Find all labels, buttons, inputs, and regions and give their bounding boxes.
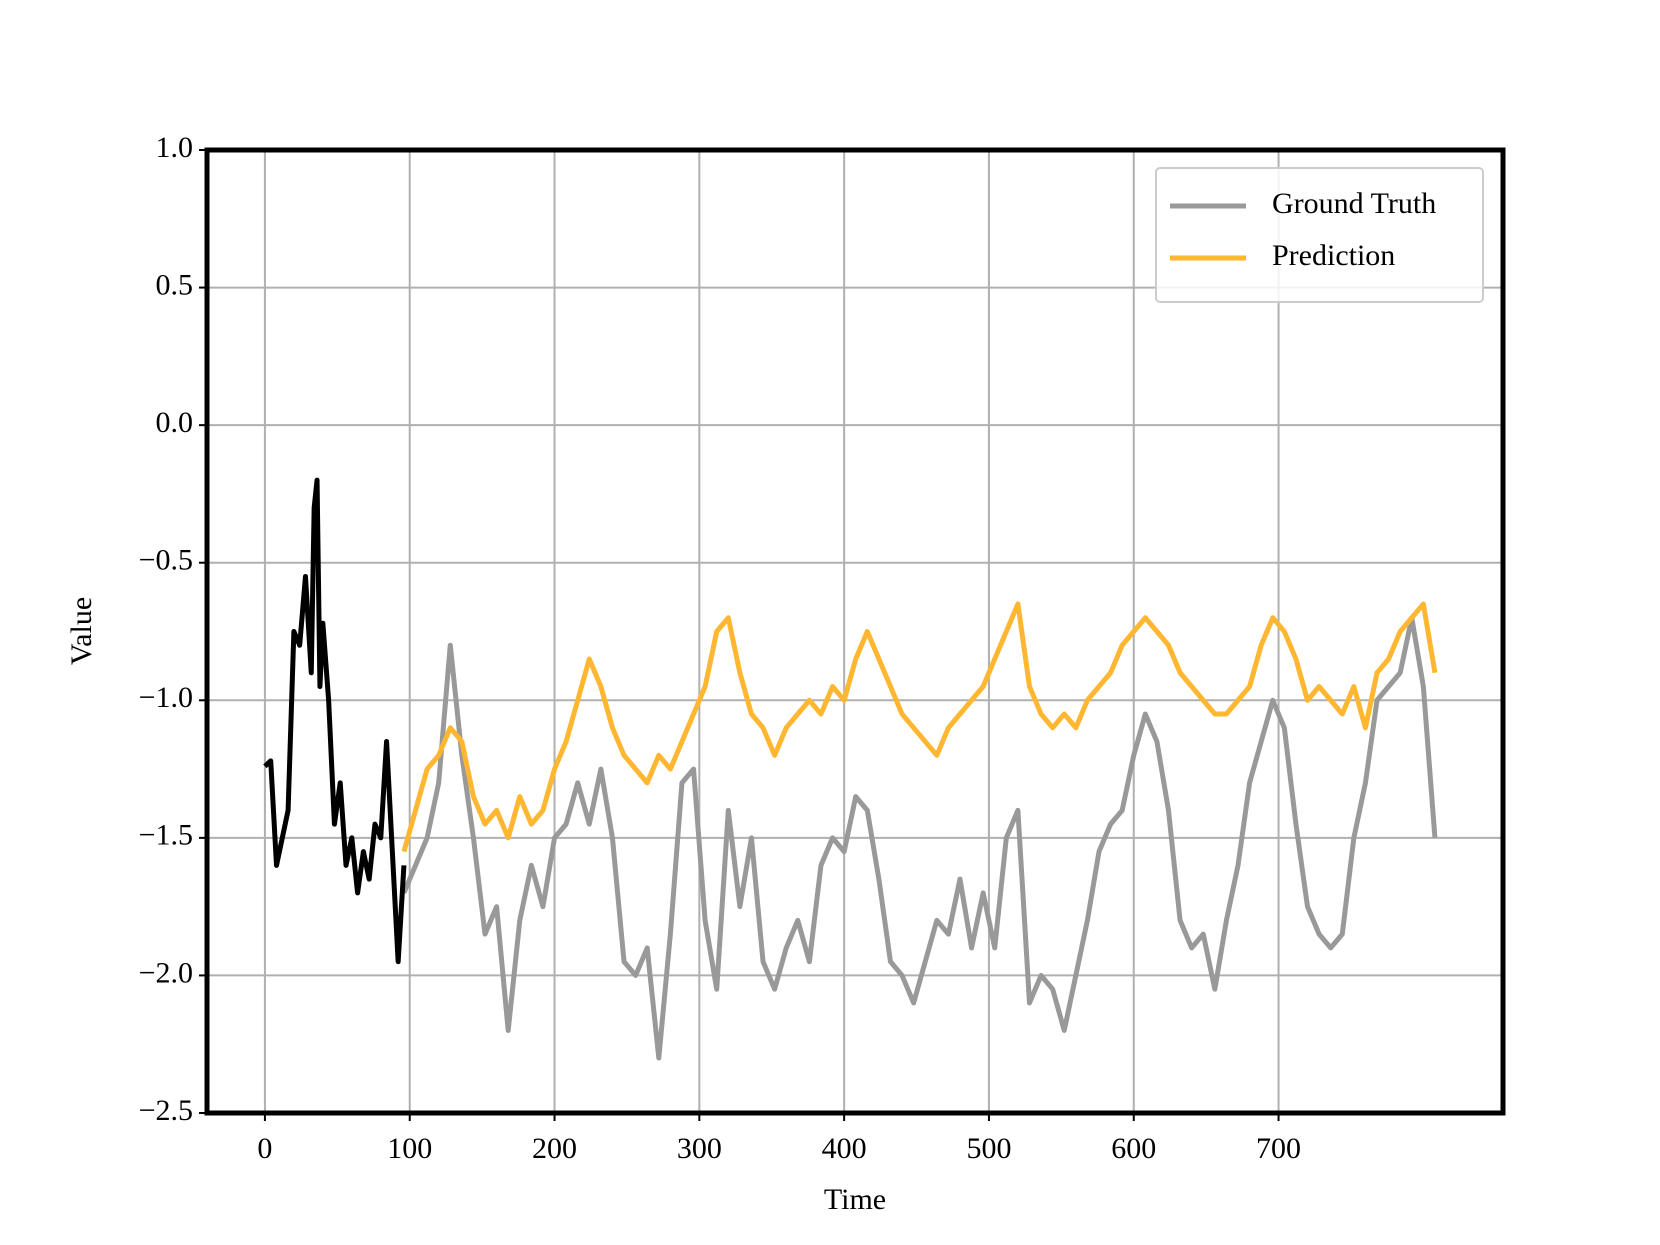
x-tick-label: 300 [677, 1132, 722, 1165]
y-tick-label: −0.5 [139, 544, 193, 577]
x-tick-label: 700 [1256, 1132, 1301, 1165]
plot-frame [204, 147, 1506, 1116]
x-tick-label: 0 [257, 1132, 272, 1165]
y-tick-label: −1.5 [139, 819, 193, 852]
legend-box [1155, 167, 1484, 303]
x-tick-label: 600 [1111, 1132, 1156, 1165]
series-line [401, 601, 1438, 853]
legend-label: Prediction [1272, 239, 1395, 272]
y-tick-label: 0.5 [156, 268, 194, 301]
x-axis-label: Time [824, 1183, 886, 1216]
x-tick-label: 500 [966, 1132, 1011, 1165]
y-axis-label: Value [65, 597, 98, 665]
series-line [401, 615, 1438, 1061]
y-tick-label: −1.0 [139, 681, 193, 714]
legend-label: Ground Truth [1272, 187, 1436, 220]
x-tick-label: 200 [532, 1132, 577, 1165]
y-tick-label: −2.5 [139, 1094, 193, 1127]
x-tick-label: 100 [387, 1132, 432, 1165]
y-tick-label: −2.0 [139, 956, 193, 989]
y-tick-label: 0.0 [156, 406, 194, 439]
series-line [263, 477, 407, 965]
y-tick-label: 1.0 [156, 131, 194, 164]
x-tick-label: 400 [822, 1132, 867, 1165]
